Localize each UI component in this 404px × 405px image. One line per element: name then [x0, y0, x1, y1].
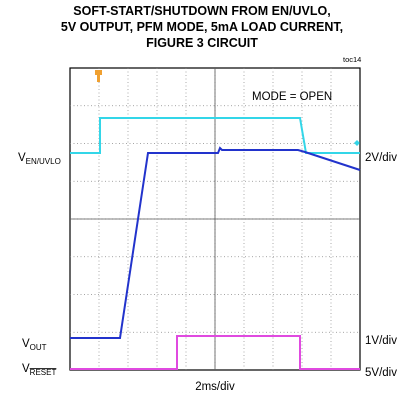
trace-reset [70, 335, 360, 370]
figure-id: toc14 [343, 55, 361, 64]
channel-scale: 1V/div [365, 335, 397, 347]
label-main: V [18, 152, 26, 164]
channel-label: VEN/UVLO [18, 152, 61, 166]
channel-label: VOUT [22, 338, 47, 352]
trigger-marker [95, 70, 102, 82]
trace-vout [70, 146, 361, 339]
channel-scale: 5V/div [365, 367, 397, 379]
title-line: 5V OUTPUT, PFM MODE, 5mA LOAD CURRENT, [61, 20, 343, 34]
scope-screen: MODE = OPEN [69, 67, 361, 371]
trace-en-uvlo [70, 117, 360, 154]
channel-scale: 2V/div [365, 152, 397, 164]
label-main: V [22, 338, 30, 350]
title-line: FIGURE 3 CIRCUIT [146, 36, 258, 50]
label-sub: EN/UVLO [26, 157, 61, 166]
label-sub: RESET [30, 368, 57, 377]
annotation: MODE = OPEN [252, 91, 332, 103]
label-main: V [22, 363, 30, 375]
title-line: SOFT-START/SHUTDOWN FROM EN/UVLO, [73, 4, 330, 18]
channel-label: VRESET [22, 363, 56, 377]
trigger-level-marker [354, 140, 360, 146]
label-sub: OUT [30, 343, 47, 352]
timebase: 2ms/div [195, 381, 235, 393]
